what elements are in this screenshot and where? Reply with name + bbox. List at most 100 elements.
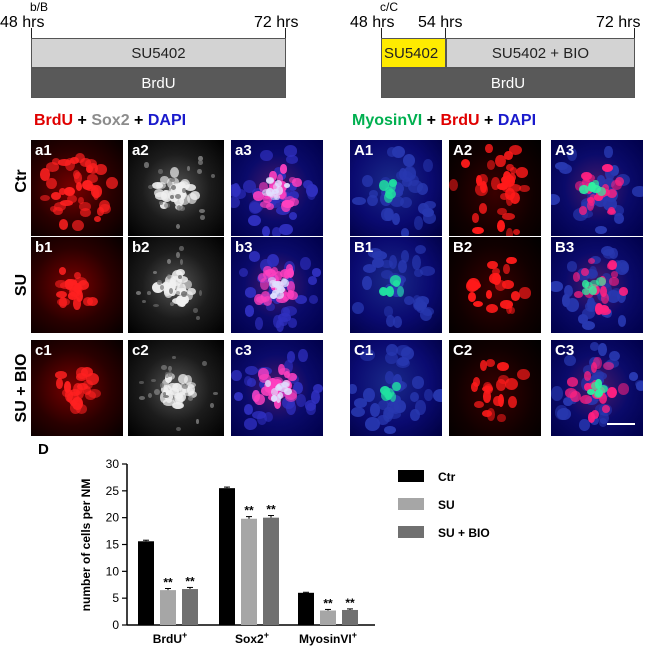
micrograph-panel: A2 [449, 140, 541, 236]
cell-nucleus [64, 158, 75, 171]
micrograph-panel: a3 [231, 140, 323, 236]
x-tick-label: Sox2+ [235, 630, 269, 646]
cell-nucleus [379, 180, 389, 191]
cell-nucleus [583, 365, 595, 375]
cell-nucleus [485, 143, 493, 154]
bar [138, 541, 154, 625]
cell-nucleus [384, 370, 395, 385]
cell-nucleus [169, 387, 180, 395]
cell-nucleus [474, 400, 485, 408]
cell-nucleus [600, 285, 608, 298]
cell-nucleus [510, 167, 518, 175]
legend-label: SU [438, 498, 455, 512]
cell-nucleus [56, 290, 68, 299]
panel-label: c3 [235, 342, 252, 359]
stain-sox2: Sox2 [91, 112, 130, 129]
cell-nucleus [309, 295, 319, 304]
cell-nucleus [165, 274, 177, 286]
cell-nucleus [581, 178, 591, 188]
cell-nucleus [551, 281, 564, 292]
cell-nucleus [609, 351, 620, 362]
cell-nucleus [352, 301, 364, 314]
cell-nucleus [413, 216, 423, 230]
cell-nucleus [307, 186, 317, 200]
cell-nucleus [265, 379, 272, 388]
cell-nucleus [400, 196, 413, 209]
cell-nucleus [177, 275, 182, 280]
cell-nucleus [138, 396, 145, 401]
cell-nucleus [480, 360, 487, 372]
cell-nucleus [385, 315, 395, 328]
cell-nucleus [388, 179, 397, 192]
cell-nucleus [350, 406, 366, 417]
timeline-right-end: 72 hrs [596, 14, 641, 31]
cell-nucleus [167, 273, 172, 280]
y-tick-label: 25 [106, 484, 120, 498]
cell-nucleus [75, 366, 88, 379]
cell-nucleus [414, 268, 424, 278]
cell-nucleus [424, 388, 433, 401]
cell-nucleus [588, 286, 597, 296]
panel-d-label: D [38, 441, 49, 458]
cell-nucleus [178, 287, 188, 294]
cell-nucleus [178, 374, 189, 385]
x-tick-label: MyosinVI+ [299, 630, 357, 646]
stain-header-left: BrdU + Sox2 + DAPI [34, 112, 186, 130]
cell-nucleus [69, 402, 82, 414]
cell-nucleus [169, 194, 174, 200]
cell-nucleus [274, 180, 282, 188]
cell-nucleus [371, 258, 384, 269]
cell-nucleus [362, 387, 375, 402]
micrograph-panel: B3 [551, 237, 643, 333]
cell-nucleus [292, 178, 302, 187]
y-tick-label: 30 [106, 457, 120, 471]
cell-nucleus [632, 186, 643, 197]
cell-nucleus [598, 411, 609, 424]
cell-nucleus [561, 294, 571, 307]
cell-nucleus [408, 180, 423, 194]
cell-nucleus [411, 375, 425, 389]
cell-nucleus [401, 347, 415, 361]
cell-nucleus [601, 273, 613, 288]
cell-nucleus [58, 219, 68, 230]
cell-nucleus [281, 278, 287, 286]
cell-nucleus [177, 387, 186, 396]
cell-nucleus [272, 188, 280, 195]
cell-nucleus [286, 281, 296, 293]
cell-nucleus [485, 359, 495, 368]
cell-nucleus [196, 315, 200, 320]
cell-nucleus [285, 155, 299, 165]
cell-nucleus [587, 388, 596, 396]
cell-nucleus [505, 163, 514, 172]
cell-nucleus [387, 147, 397, 157]
timeline-right-tag: c/C [380, 0, 398, 14]
cell-nucleus [611, 271, 619, 278]
cell-nucleus [551, 386, 563, 401]
cell-nucleus [515, 167, 529, 179]
cell-nucleus [487, 260, 498, 269]
cell-nucleus [261, 226, 271, 236]
stain-plus: + [73, 112, 92, 129]
cell-nucleus [266, 188, 274, 196]
timeline-left-start: 48 hrs [0, 14, 45, 31]
cell-nucleus [262, 195, 272, 204]
cell-nucleus [275, 319, 284, 333]
row-label-su: SU [13, 273, 30, 297]
cell-nucleus [604, 146, 613, 158]
cell-nucleus [505, 227, 513, 236]
cell-nucleus [183, 375, 193, 386]
cell-nucleus [593, 357, 602, 369]
cell-nucleus [166, 258, 171, 264]
cell-nucleus [87, 174, 98, 183]
cell-nucleus [197, 155, 203, 162]
cell-nucleus [372, 251, 387, 260]
cell-nucleus [165, 372, 169, 378]
cell-nucleus [286, 268, 294, 279]
cell-nucleus [99, 203, 111, 215]
significance-label: ** [185, 574, 195, 588]
cell-nucleus [602, 163, 614, 172]
cell-nucleus [160, 364, 167, 371]
cell-nucleus [597, 175, 606, 185]
cell-nucleus [166, 177, 175, 188]
